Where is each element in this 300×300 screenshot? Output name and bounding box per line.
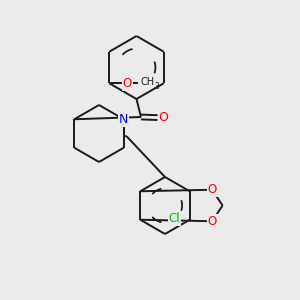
Text: 3: 3 bbox=[154, 82, 159, 91]
Text: O: O bbox=[208, 215, 217, 228]
Text: O: O bbox=[208, 183, 217, 196]
Text: O: O bbox=[159, 111, 168, 124]
Text: Cl: Cl bbox=[169, 212, 180, 225]
Text: N: N bbox=[119, 113, 128, 126]
Text: CH: CH bbox=[140, 77, 154, 87]
Text: O: O bbox=[123, 77, 132, 90]
